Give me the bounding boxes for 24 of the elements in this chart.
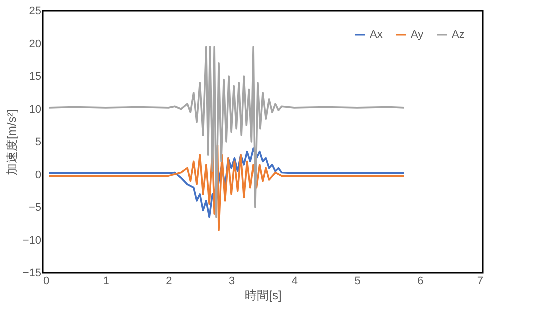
x-tick-label: 3 (229, 276, 236, 288)
x-tick-label: 2 (166, 276, 172, 288)
y-tick-label: 25 (29, 6, 42, 18)
y-tick-label: 5 (35, 136, 42, 148)
y-tick-label: 20 (29, 38, 42, 50)
y-tick-label: −10 (22, 234, 42, 247)
legend-label: Az (452, 29, 465, 41)
x-tick-label: 4 (292, 276, 298, 288)
y-axis-title: 加速度[m/s²] (4, 110, 19, 176)
line-series (48, 148, 406, 218)
y-tick-label: 0 (35, 169, 42, 182)
x-tick-label: 1 (103, 276, 110, 288)
legend-label: Ax (370, 29, 384, 41)
y-tick-label: 15 (29, 71, 42, 83)
y-tick-label: −5 (28, 202, 42, 214)
x-tick-label: 7 (477, 276, 484, 288)
x-tick-label: 0 (44, 276, 50, 288)
line-series (48, 46, 406, 218)
legend-label: Ay (411, 29, 424, 41)
x-tick-label: 6 (418, 276, 424, 288)
y-tick-label: −15 (22, 268, 42, 280)
x-axis-title: 時間[s] (245, 288, 282, 302)
y-tick-label: 10 (29, 104, 42, 116)
x-tick-label: 5 (354, 276, 361, 288)
